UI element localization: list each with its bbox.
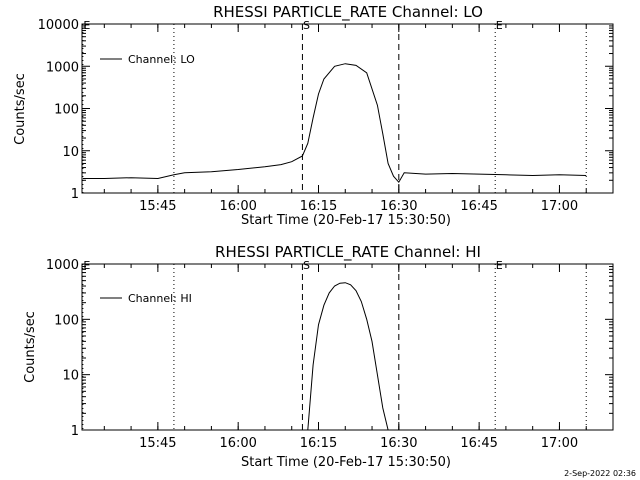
series-line xyxy=(82,63,587,184)
y-tick-label: 100 xyxy=(54,103,79,118)
chart-title: RHESSI PARTICLE_RATE Channel: HI xyxy=(215,243,481,262)
ticks: 15:45 16:00 16:15 16:30 16:45 17:00 1 10 100 1000… xyxy=(38,18,614,214)
chart-panel-lo: RHESSI PARTICLE_RATE Channel: LO Counts/… xyxy=(13,3,614,228)
chart-title: RHESSI PARTICLE_RATE Channel: LO xyxy=(213,3,483,22)
plot-frame xyxy=(81,263,614,431)
x-tick-label: 16:30 xyxy=(380,199,417,214)
y-tick-label: 1000 xyxy=(46,258,79,273)
event-marker-label: S xyxy=(303,259,310,272)
y-axis-label: Counts/sec xyxy=(13,73,28,145)
event-marker-label: E xyxy=(496,259,503,272)
legend-label: Channel: LO xyxy=(128,53,195,66)
series xyxy=(82,63,587,184)
y-tick-label: 1 xyxy=(71,187,79,202)
y-tick-label: 1000 xyxy=(46,60,79,75)
x-tick-label: 16:15 xyxy=(300,436,337,451)
event-marker-label: S xyxy=(303,19,310,32)
chart-panel-hi: RHESSI PARTICLE_RATE Channel: HI Counts/… xyxy=(23,243,614,470)
x-axis-label: Start Time (20-Feb-17 15:30:50) xyxy=(241,213,451,228)
x-tick-label: 16:15 xyxy=(300,199,337,214)
x-tick-label: 16:00 xyxy=(219,199,256,214)
y-tick-label: 100 xyxy=(54,313,79,328)
x-axis-label: Start Time (20-Feb-17 15:30:50) xyxy=(241,455,451,470)
plot-frame xyxy=(81,23,614,194)
legend: Channel: HI xyxy=(100,292,192,305)
y-tick-label: 1 xyxy=(71,424,79,439)
x-tick-label: 16:30 xyxy=(380,436,417,451)
x-tick-label: 16:00 xyxy=(219,436,256,451)
y-axis-label: Counts/sec xyxy=(23,311,38,383)
ticks: 15:45 16:00 16:15 16:30 16:45 17:00 1 10 100 1000 xyxy=(46,258,614,451)
x-tick-label: 16:45 xyxy=(460,199,497,214)
event-marker-label: E xyxy=(496,19,503,32)
x-tick-label: 17:00 xyxy=(541,436,578,451)
x-tick-label: 16:45 xyxy=(460,436,497,451)
footer-timestamp: 2-Sep-2022 02:36 xyxy=(564,469,636,478)
x-tick-label: 17:00 xyxy=(541,199,578,214)
y-tick-label: 10000 xyxy=(38,18,79,33)
x-tick-label: 15:45 xyxy=(139,199,176,214)
event-marker-label: E xyxy=(83,19,90,32)
y-tick-label: 10 xyxy=(62,369,79,384)
y-tick-label: 10 xyxy=(62,145,79,160)
x-tick-label: 15:45 xyxy=(139,436,176,451)
event-marker-label: E xyxy=(83,259,90,272)
series-line xyxy=(307,282,389,431)
legend-label: Channel: HI xyxy=(128,292,192,305)
series xyxy=(307,282,389,431)
legend: Channel: LO xyxy=(100,53,195,66)
